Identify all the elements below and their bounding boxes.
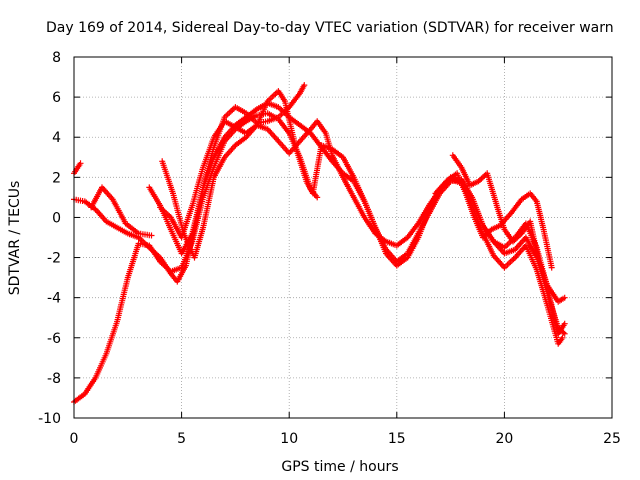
data-points bbox=[71, 82, 568, 405]
y-tick-label: 2 bbox=[52, 170, 61, 186]
y-tick-label: -6 bbox=[47, 331, 61, 347]
plot-frame bbox=[73, 56, 613, 419]
series-track-8 bbox=[449, 152, 568, 305]
y-tick-label: -4 bbox=[47, 291, 61, 307]
series-track-4 bbox=[88, 184, 155, 239]
y-axis-ticks: -10 -8 -6 -4 -2 0 2 4 6 8 bbox=[38, 50, 612, 427]
y-tick-label: 0 bbox=[52, 210, 61, 226]
x-axis-ticks: 0 5 10 15 20 25 bbox=[70, 57, 621, 447]
y-tick-label: -10 bbox=[38, 411, 61, 427]
chart-title: Day 169 of 2014, Sidereal Day-to-day VTE… bbox=[46, 20, 614, 36]
x-tick-label: 25 bbox=[603, 431, 621, 447]
y-tick-label: -2 bbox=[47, 251, 61, 267]
y-tick-label: 4 bbox=[52, 130, 61, 146]
x-tick-label: 10 bbox=[280, 431, 298, 447]
series-track-3 bbox=[71, 100, 568, 337]
x-axis-label: GPS time / hours bbox=[281, 459, 398, 475]
y-axis-label: SDTVAR / TECUs bbox=[7, 181, 23, 296]
y-tick-label: 6 bbox=[52, 90, 61, 106]
y-tick-label: 8 bbox=[52, 50, 61, 66]
x-tick-label: 0 bbox=[70, 431, 79, 447]
y-tick-label: -8 bbox=[47, 371, 61, 387]
plus-markers bbox=[71, 100, 568, 337]
plus-markers bbox=[88, 184, 155, 239]
plus-markers bbox=[71, 160, 84, 177]
plus-markers bbox=[146, 82, 308, 257]
x-tick-label: 15 bbox=[388, 431, 406, 447]
x-tick-label: 5 bbox=[177, 431, 186, 447]
plus-markers bbox=[432, 170, 555, 271]
x-tick-label: 20 bbox=[495, 431, 513, 447]
series-track-9 bbox=[432, 170, 555, 271]
plus-markers bbox=[449, 152, 568, 305]
series-track-2 bbox=[71, 160, 84, 177]
series-track-5 bbox=[146, 82, 308, 257]
